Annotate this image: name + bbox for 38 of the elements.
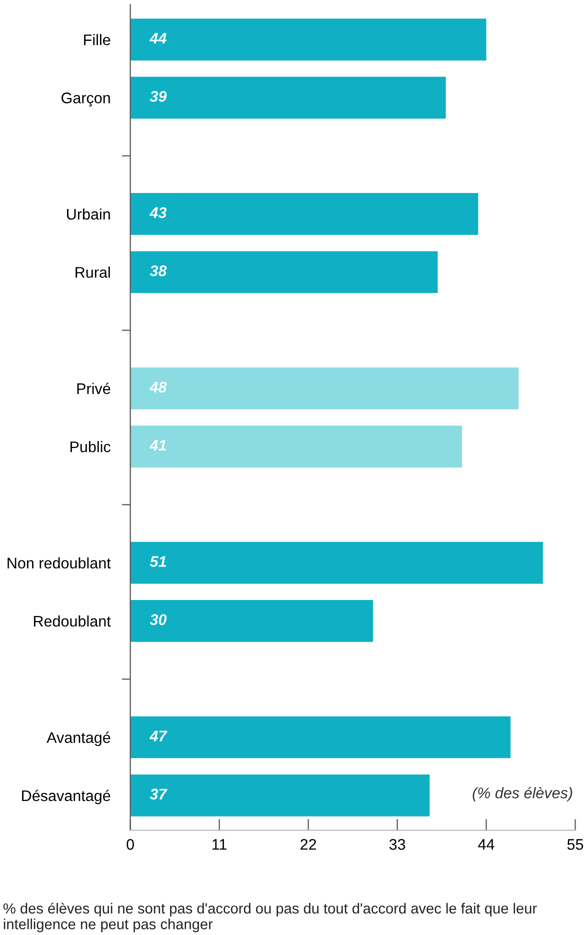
y-tick-label: Privé — [77, 382, 110, 394]
bar — [130, 193, 478, 235]
data-label: 48 — [150, 382, 167, 393]
bar — [130, 76, 446, 119]
bar — [130, 600, 374, 642]
y-tick-label: Public — [70, 441, 110, 452]
x-tick-label: 11 — [212, 839, 226, 850]
text: % des élèves qui ne sont pas d'accord ou pas du tout d'accord avec le fait que leur intelligence ne peut pas changer — [3, 902, 537, 932]
data-label: 38 — [150, 265, 167, 276]
y-tick-label: Désavantagé — [22, 790, 110, 804]
y-tick-label: Redoublant — [34, 615, 111, 627]
data-label: 30 — [150, 614, 167, 626]
x-tick-label: 22 — [300, 839, 316, 850]
annotation: (% des élèves) — [472, 786, 572, 802]
x-tick-label: 55 — [567, 839, 584, 850]
x-tick-label: 44 — [478, 839, 494, 850]
y-tick-label: Garçon — [62, 92, 110, 106]
data-label: 41 — [150, 440, 166, 450]
data-label: 39 — [150, 90, 167, 102]
bar — [130, 542, 543, 584]
data-label: 43 — [150, 207, 167, 218]
x-tick-label: 33 — [389, 839, 406, 850]
y-tick-label: Fille — [84, 34, 110, 46]
bar — [130, 251, 438, 294]
y-tick-label: Urbain — [67, 208, 110, 220]
y-tick-label: Avantagé — [46, 732, 110, 746]
y-tick-label: Non redoublant — [8, 557, 111, 569]
bar — [130, 426, 462, 468]
data-label: 37 — [150, 788, 168, 800]
x-tick-label: 0 — [126, 839, 134, 850]
data-label: 47 — [150, 730, 168, 742]
bar — [130, 367, 519, 410]
bar — [130, 716, 511, 758]
data-label: 51 — [150, 556, 166, 567]
data-label: 44 — [150, 33, 166, 44]
y-tick-label: Rural — [76, 266, 110, 278]
bar — [130, 18, 486, 60]
bar — [130, 774, 430, 816]
